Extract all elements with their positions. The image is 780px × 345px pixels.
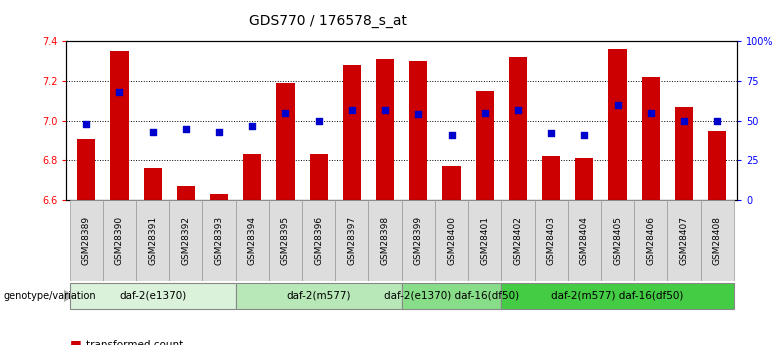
Bar xyxy=(243,155,261,200)
Point xyxy=(512,107,524,112)
FancyBboxPatch shape xyxy=(402,200,435,281)
FancyBboxPatch shape xyxy=(534,200,568,281)
FancyBboxPatch shape xyxy=(203,200,236,281)
Point xyxy=(346,107,358,112)
Text: GSM28398: GSM28398 xyxy=(381,216,389,265)
FancyBboxPatch shape xyxy=(568,200,601,281)
Point xyxy=(612,102,624,108)
Bar xyxy=(410,61,427,200)
FancyBboxPatch shape xyxy=(601,200,634,281)
Text: GSM28401: GSM28401 xyxy=(480,216,489,265)
Point xyxy=(644,110,657,116)
FancyBboxPatch shape xyxy=(69,200,103,281)
Point xyxy=(147,129,159,135)
Point xyxy=(279,110,292,116)
Point xyxy=(445,132,458,138)
Point xyxy=(213,129,225,135)
Text: GSM28392: GSM28392 xyxy=(181,216,190,265)
Point xyxy=(478,110,491,116)
Point xyxy=(711,118,723,124)
Text: GSM28408: GSM28408 xyxy=(713,216,722,265)
Bar xyxy=(376,59,394,200)
Bar xyxy=(442,166,461,200)
Bar xyxy=(77,139,95,200)
FancyBboxPatch shape xyxy=(668,200,700,281)
Polygon shape xyxy=(64,290,74,302)
Bar xyxy=(144,168,161,200)
Text: ■: ■ xyxy=(70,338,82,345)
FancyBboxPatch shape xyxy=(502,200,534,281)
FancyBboxPatch shape xyxy=(302,200,335,281)
Bar xyxy=(476,91,494,200)
Bar xyxy=(210,194,229,200)
Point xyxy=(246,123,258,128)
FancyBboxPatch shape xyxy=(634,200,668,281)
Bar xyxy=(708,131,726,200)
FancyBboxPatch shape xyxy=(236,200,269,281)
Text: GSM28399: GSM28399 xyxy=(414,216,423,265)
Text: GSM28405: GSM28405 xyxy=(613,216,622,265)
Text: daf-2(m577) daf-16(df50): daf-2(m577) daf-16(df50) xyxy=(551,291,684,301)
Text: GSM28407: GSM28407 xyxy=(679,216,689,265)
Text: GSM28402: GSM28402 xyxy=(513,216,523,265)
Point xyxy=(113,89,126,95)
FancyBboxPatch shape xyxy=(236,283,402,309)
Bar xyxy=(310,155,328,200)
Text: daf-2(e1370) daf-16(df50): daf-2(e1370) daf-16(df50) xyxy=(384,291,519,301)
Text: daf-2(e1370): daf-2(e1370) xyxy=(119,291,186,301)
Text: GSM28393: GSM28393 xyxy=(215,216,224,265)
Text: GSM28396: GSM28396 xyxy=(314,216,323,265)
Bar xyxy=(675,107,693,200)
Text: GSM28400: GSM28400 xyxy=(447,216,456,265)
FancyBboxPatch shape xyxy=(435,200,468,281)
Bar xyxy=(110,51,129,200)
Text: GSM28395: GSM28395 xyxy=(281,216,290,265)
Text: transformed count: transformed count xyxy=(86,340,183,345)
FancyBboxPatch shape xyxy=(502,283,734,309)
Bar xyxy=(642,77,660,200)
FancyBboxPatch shape xyxy=(169,200,203,281)
Text: GSM28403: GSM28403 xyxy=(547,216,555,265)
Text: GSM28391: GSM28391 xyxy=(148,216,157,265)
Bar xyxy=(542,156,560,200)
Point xyxy=(678,118,690,124)
Bar xyxy=(342,65,361,200)
Bar xyxy=(608,49,626,200)
Point xyxy=(179,126,192,131)
Text: daf-2(m577): daf-2(m577) xyxy=(286,291,351,301)
FancyBboxPatch shape xyxy=(136,200,169,281)
Point xyxy=(313,118,325,124)
FancyBboxPatch shape xyxy=(402,283,502,309)
Text: GSM28390: GSM28390 xyxy=(115,216,124,265)
FancyBboxPatch shape xyxy=(269,200,302,281)
Text: GSM28394: GSM28394 xyxy=(248,216,257,265)
Text: GSM28389: GSM28389 xyxy=(82,216,90,265)
Point xyxy=(578,132,590,138)
Point xyxy=(379,107,392,112)
Text: GSM28406: GSM28406 xyxy=(647,216,655,265)
Point xyxy=(80,121,93,127)
FancyBboxPatch shape xyxy=(103,200,136,281)
FancyBboxPatch shape xyxy=(700,200,734,281)
Bar xyxy=(177,186,195,200)
Point xyxy=(545,131,558,136)
Bar xyxy=(276,83,295,200)
Point xyxy=(412,112,424,117)
Text: GDS770 / 176578_s_at: GDS770 / 176578_s_at xyxy=(249,14,406,28)
Bar xyxy=(509,57,527,200)
FancyBboxPatch shape xyxy=(368,200,402,281)
Bar xyxy=(575,158,594,200)
Text: genotype/variation: genotype/variation xyxy=(4,291,97,301)
FancyBboxPatch shape xyxy=(468,200,502,281)
FancyBboxPatch shape xyxy=(69,283,236,309)
Text: GSM28397: GSM28397 xyxy=(347,216,356,265)
FancyBboxPatch shape xyxy=(335,200,368,281)
Text: GSM28404: GSM28404 xyxy=(580,216,589,265)
